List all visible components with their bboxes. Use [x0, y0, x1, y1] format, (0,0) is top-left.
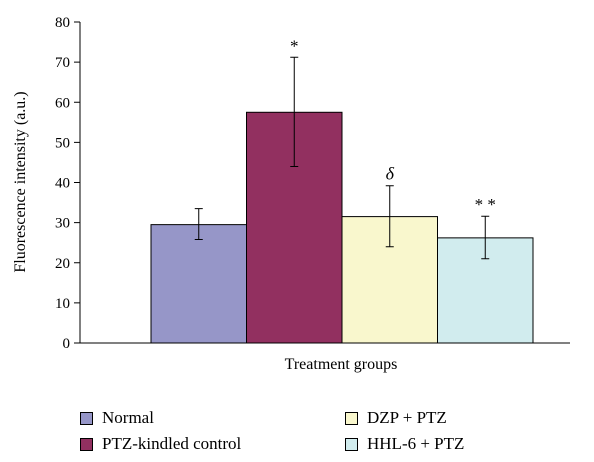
x-axis-title: Treatment groups [285, 356, 398, 373]
significance-marker-ptz-kindled-control: * [290, 36, 299, 55]
bar-normal [150, 224, 247, 344]
y-tick-label: 40 [55, 176, 70, 192]
y-tick-label: 30 [55, 216, 70, 232]
error-bar-dzp-ptz [385, 185, 394, 248]
significance-marker-dzp-ptz: δ [386, 164, 395, 184]
legend-label-normal: Normal [102, 408, 154, 427]
y-tick-label: 80 [55, 15, 70, 31]
legend-item-dzp-ptz: DZP + PTZ [345, 408, 447, 428]
y-tick-label: 50 [55, 135, 70, 151]
legend: Normal PTZ-kindled control DZP + PTZ HHL… [80, 408, 560, 460]
y-tick-label: 10 [55, 296, 70, 312]
error-bar-normal [194, 208, 203, 240]
legend-swatch-dzp-ptz [345, 411, 358, 425]
legend-item-ptz-kindled-control: PTZ-kindled control [80, 434, 241, 454]
legend-item-hhl6-ptz: HHL-6 + PTZ [345, 434, 464, 454]
y-tick-label: 0 [63, 336, 71, 352]
legend-label-dzp-ptz: DZP + PTZ [367, 408, 447, 427]
y-axis-title: Fluorescence intensity (a.u.) [12, 91, 29, 272]
legend-label-ptz-kindled-control: PTZ-kindled control [102, 434, 242, 453]
significance-marker-hhl-6-ptz: * * [475, 195, 496, 214]
bar-chart: 0 10 20 30 40 50 60 70 80 * δ * * Fluorescence int… [12, 15, 570, 373]
y-tick-label: 60 [55, 95, 70, 111]
error-bar-hhl-6-ptz [481, 215, 490, 260]
legend-item-normal: Normal [80, 408, 154, 428]
y-tick-label: 70 [55, 55, 70, 71]
legend-swatch-hhl6-ptz [345, 437, 358, 451]
legend-swatch-normal [80, 411, 93, 425]
legend-label-hhl6-ptz: HHL-6 + PTZ [367, 434, 465, 453]
error-bar-ptz-kindled-control [290, 56, 299, 167]
y-tick-label: 20 [55, 256, 70, 272]
legend-swatch-ptz-kindled-control [80, 437, 93, 451]
